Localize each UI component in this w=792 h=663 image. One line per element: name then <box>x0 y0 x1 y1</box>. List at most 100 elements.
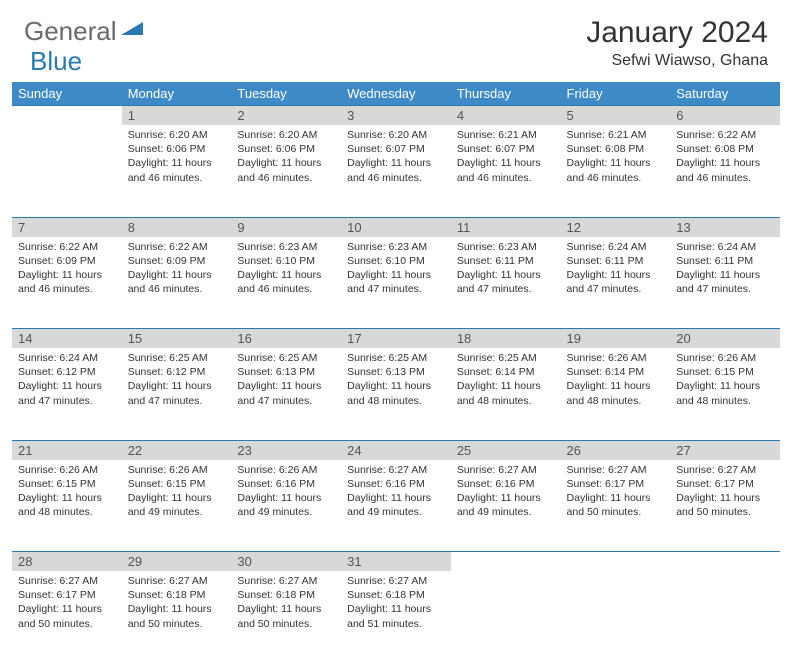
sunset-line: Sunset: 6:07 PM <box>457 142 555 156</box>
daylight-line: Daylight: 11 hours and 47 minutes. <box>676 268 774 296</box>
day-header-row: SundayMondayTuesdayWednesdayThursdayFrid… <box>12 82 780 106</box>
day-number-cell: 6 <box>670 106 780 126</box>
day-cell: Sunrise: 6:27 AMSunset: 6:16 PMDaylight:… <box>341 460 451 552</box>
sunset-line: Sunset: 6:18 PM <box>347 588 445 602</box>
day-number-cell: 19 <box>561 329 671 349</box>
day-details: Sunrise: 6:23 AMSunset: 6:10 PMDaylight:… <box>341 237 451 301</box>
day-details: Sunrise: 6:21 AMSunset: 6:08 PMDaylight:… <box>561 125 671 189</box>
sunset-line: Sunset: 6:17 PM <box>676 477 774 491</box>
day-number-cell <box>12 106 122 126</box>
day-details: Sunrise: 6:26 AMSunset: 6:15 PMDaylight:… <box>122 460 232 524</box>
day-header: Friday <box>561 82 671 106</box>
sunrise-line: Sunrise: 6:27 AM <box>347 574 445 588</box>
daylight-line: Daylight: 11 hours and 46 minutes. <box>347 156 445 184</box>
day-cell: Sunrise: 6:27 AMSunset: 6:16 PMDaylight:… <box>451 460 561 552</box>
sunset-line: Sunset: 6:09 PM <box>18 254 116 268</box>
week-row: Sunrise: 6:22 AMSunset: 6:09 PMDaylight:… <box>12 237 780 329</box>
day-number-cell: 17 <box>341 329 451 349</box>
day-number-cell: 9 <box>231 217 341 237</box>
day-cell: Sunrise: 6:21 AMSunset: 6:08 PMDaylight:… <box>561 125 671 217</box>
sunrise-line: Sunrise: 6:27 AM <box>457 463 555 477</box>
daylight-line: Daylight: 11 hours and 48 minutes. <box>457 379 555 407</box>
day-cell: Sunrise: 6:24 AMSunset: 6:11 PMDaylight:… <box>561 237 671 329</box>
sunrise-line: Sunrise: 6:22 AM <box>18 240 116 254</box>
brand-logo: General <box>24 16 145 47</box>
daylight-line: Daylight: 11 hours and 51 minutes. <box>347 602 445 630</box>
sunset-line: Sunset: 6:12 PM <box>18 365 116 379</box>
day-details: Sunrise: 6:22 AMSunset: 6:09 PMDaylight:… <box>12 237 122 301</box>
day-details: Sunrise: 6:20 AMSunset: 6:06 PMDaylight:… <box>122 125 232 189</box>
day-details: Sunrise: 6:22 AMSunset: 6:09 PMDaylight:… <box>122 237 232 301</box>
daylight-line: Daylight: 11 hours and 46 minutes. <box>676 156 774 184</box>
day-number-cell: 16 <box>231 329 341 349</box>
daylight-line: Daylight: 11 hours and 50 minutes. <box>128 602 226 630</box>
sunset-line: Sunset: 6:16 PM <box>457 477 555 491</box>
sunset-line: Sunset: 6:16 PM <box>237 477 335 491</box>
sunset-line: Sunset: 6:14 PM <box>567 365 665 379</box>
sunset-line: Sunset: 6:09 PM <box>128 254 226 268</box>
week-row: Sunrise: 6:24 AMSunset: 6:12 PMDaylight:… <box>12 348 780 440</box>
day-cell: Sunrise: 6:24 AMSunset: 6:12 PMDaylight:… <box>12 348 122 440</box>
day-details: Sunrise: 6:27 AMSunset: 6:18 PMDaylight:… <box>341 571 451 635</box>
sunrise-line: Sunrise: 6:27 AM <box>18 574 116 588</box>
day-number-cell: 30 <box>231 552 341 572</box>
week-row: Sunrise: 6:27 AMSunset: 6:17 PMDaylight:… <box>12 571 780 663</box>
day-number-cell: 2 <box>231 106 341 126</box>
day-cell: Sunrise: 6:26 AMSunset: 6:15 PMDaylight:… <box>12 460 122 552</box>
day-cell: Sunrise: 6:27 AMSunset: 6:17 PMDaylight:… <box>670 460 780 552</box>
day-details: Sunrise: 6:27 AMSunset: 6:18 PMDaylight:… <box>122 571 232 635</box>
day-details: Sunrise: 6:24 AMSunset: 6:11 PMDaylight:… <box>561 237 671 301</box>
daylight-line: Daylight: 11 hours and 49 minutes. <box>457 491 555 519</box>
sunrise-line: Sunrise: 6:27 AM <box>567 463 665 477</box>
day-details: Sunrise: 6:25 AMSunset: 6:14 PMDaylight:… <box>451 348 561 412</box>
day-number-cell <box>670 552 780 572</box>
brand-blue: Blue <box>30 46 82 76</box>
sunrise-line: Sunrise: 6:26 AM <box>567 351 665 365</box>
day-details: Sunrise: 6:26 AMSunset: 6:14 PMDaylight:… <box>561 348 671 412</box>
day-details: Sunrise: 6:26 AMSunset: 6:15 PMDaylight:… <box>12 460 122 524</box>
daylight-line: Daylight: 11 hours and 47 minutes. <box>457 268 555 296</box>
sunrise-line: Sunrise: 6:22 AM <box>128 240 226 254</box>
sunset-line: Sunset: 6:07 PM <box>347 142 445 156</box>
day-cell: Sunrise: 6:24 AMSunset: 6:11 PMDaylight:… <box>670 237 780 329</box>
daylight-line: Daylight: 11 hours and 50 minutes. <box>676 491 774 519</box>
sunrise-line: Sunrise: 6:20 AM <box>128 128 226 142</box>
sunrise-line: Sunrise: 6:26 AM <box>676 351 774 365</box>
day-cell: Sunrise: 6:27 AMSunset: 6:17 PMDaylight:… <box>12 571 122 663</box>
sunrise-line: Sunrise: 6:27 AM <box>347 463 445 477</box>
sunrise-line: Sunrise: 6:27 AM <box>237 574 335 588</box>
sunset-line: Sunset: 6:13 PM <box>347 365 445 379</box>
sunrise-line: Sunrise: 6:21 AM <box>567 128 665 142</box>
day-cell <box>670 571 780 663</box>
day-details: Sunrise: 6:27 AMSunset: 6:16 PMDaylight:… <box>341 460 451 524</box>
page-header: General January 2024 Sefwi Wiawso, Ghana <box>0 0 792 78</box>
sunrise-line: Sunrise: 6:25 AM <box>128 351 226 365</box>
sunrise-line: Sunrise: 6:22 AM <box>676 128 774 142</box>
day-cell: Sunrise: 6:26 AMSunset: 6:15 PMDaylight:… <box>670 348 780 440</box>
day-cell: Sunrise: 6:27 AMSunset: 6:18 PMDaylight:… <box>122 571 232 663</box>
day-number-cell: 27 <box>670 440 780 460</box>
day-details: Sunrise: 6:22 AMSunset: 6:08 PMDaylight:… <box>670 125 780 189</box>
daylight-line: Daylight: 11 hours and 48 minutes. <box>676 379 774 407</box>
daylight-line: Daylight: 11 hours and 47 minutes. <box>567 268 665 296</box>
day-number-cell: 3 <box>341 106 451 126</box>
daylight-line: Daylight: 11 hours and 46 minutes. <box>18 268 116 296</box>
day-cell: Sunrise: 6:26 AMSunset: 6:16 PMDaylight:… <box>231 460 341 552</box>
brand-blue-wrap: Blue <box>30 46 82 77</box>
sunrise-line: Sunrise: 6:23 AM <box>347 240 445 254</box>
day-cell: Sunrise: 6:23 AMSunset: 6:10 PMDaylight:… <box>231 237 341 329</box>
day-details: Sunrise: 6:24 AMSunset: 6:12 PMDaylight:… <box>12 348 122 412</box>
day-cell: Sunrise: 6:20 AMSunset: 6:07 PMDaylight:… <box>341 125 451 217</box>
sunset-line: Sunset: 6:14 PM <box>457 365 555 379</box>
sunrise-line: Sunrise: 6:24 AM <box>567 240 665 254</box>
sunset-line: Sunset: 6:13 PM <box>237 365 335 379</box>
day-cell: Sunrise: 6:27 AMSunset: 6:18 PMDaylight:… <box>231 571 341 663</box>
day-cell: Sunrise: 6:25 AMSunset: 6:14 PMDaylight:… <box>451 348 561 440</box>
sunset-line: Sunset: 6:18 PM <box>237 588 335 602</box>
calendar-body: 123456Sunrise: 6:20 AMSunset: 6:06 PMDay… <box>12 106 780 663</box>
sunrise-line: Sunrise: 6:27 AM <box>676 463 774 477</box>
day-cell: Sunrise: 6:26 AMSunset: 6:15 PMDaylight:… <box>122 460 232 552</box>
sunset-line: Sunset: 6:15 PM <box>18 477 116 491</box>
day-number-cell <box>561 552 671 572</box>
daylight-line: Daylight: 11 hours and 48 minutes. <box>567 379 665 407</box>
